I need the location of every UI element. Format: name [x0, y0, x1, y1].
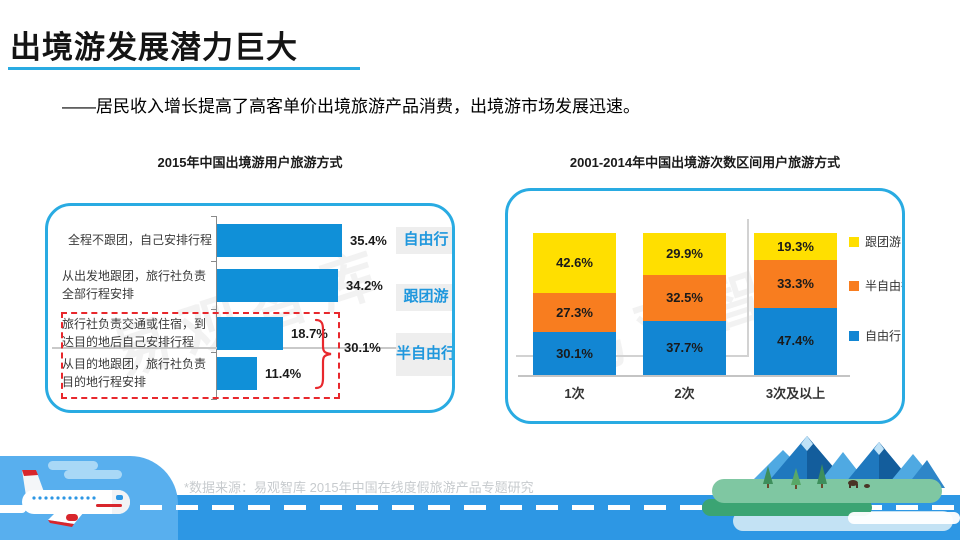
bar-category-text: 旅行社负责交通或住宿，到达目的地后自己安排行程 — [62, 317, 207, 349]
stack-segment-自由行 — [533, 332, 616, 375]
stack-segment-跟团游 — [533, 233, 616, 294]
x-category-label: 3次及以上 — [765, 386, 826, 401]
legend-item: 跟团游 — [849, 233, 901, 250]
stack-segment-半自由行 — [643, 275, 726, 322]
semi-free-highlight-box — [61, 312, 340, 399]
group-label-semi-free: 半自由行 — [396, 333, 452, 376]
bar-category-label: 从目的地跟团，旅行社负责目的地行程安排 — [62, 355, 212, 392]
legend-swatch — [849, 330, 859, 341]
stack-value-label: 42.6% — [556, 255, 593, 270]
stack-value-label: 27.3% — [556, 305, 593, 320]
group-label-tour: 跟团游 — [396, 284, 452, 311]
bar-category-label: 全程不跟团，自己安排行程 — [62, 222, 212, 259]
bar-value-label: 35.4% — [350, 233, 387, 248]
airplane-icon — [22, 470, 130, 527]
stack-value-label: 30.1% — [556, 346, 593, 361]
bar-category-text: 从目的地跟团，旅行社负责目的地行程安排 — [62, 357, 207, 389]
stack-value-label: 33.3% — [777, 276, 814, 291]
stack-segment-跟团游 — [643, 232, 726, 276]
bar — [217, 317, 283, 350]
semi-free-total-label: 30.1% — [344, 340, 381, 355]
right-chart-title: 2001-2014年中国出境游次数区间用户旅游方式 — [569, 155, 841, 170]
y-axis-line — [216, 216, 217, 400]
stack-segment-自由行 — [754, 307, 837, 375]
island-base — [702, 499, 872, 516]
axis-tick — [211, 399, 216, 400]
flight-dashed-line — [140, 505, 960, 510]
x-category-label: 2次 — [674, 386, 695, 401]
left-chart-panel: 易观智库 全程不跟团，自己安排行程 35.4% 从出发地跟团，旅行社负责全部行程安排… — [45, 203, 455, 413]
legend-item: 半自由行 — [849, 277, 902, 294]
cloud-icon — [64, 470, 122, 479]
cloud-icon — [848, 512, 960, 524]
island-platform — [712, 479, 942, 503]
bar-category-text: 全程不跟团，自己安排行程 — [67, 232, 212, 247]
legend-swatch — [849, 236, 859, 247]
left-chart-title: 2015年中国出境游用户旅游方式 — [157, 155, 343, 170]
subtitle: ——居民收入增长提高了高客单价出境旅游产品消费，出境游市场发展迅速。 — [62, 97, 640, 116]
axis-tick — [211, 216, 216, 217]
trees-and-animals-icon — [763, 464, 870, 489]
bar-category-label: 旅行社负责交通或住宿，到达目的地后自己安排行程 — [62, 315, 212, 352]
bar-category-text: 从出发地跟团，旅行社负责全部行程安排 — [62, 269, 207, 301]
cloud-icon — [0, 505, 26, 513]
stack-segment-跟团游 — [754, 233, 837, 261]
stack-segment-自由行 — [643, 321, 726, 375]
right-chart-panel: 易观智库 30.1%27.3%42.6%1次37.7%32.5%29.9%2次4… — [505, 188, 905, 424]
stack-value-label: 47.4% — [777, 333, 814, 348]
page-title: 出境游发展潜力巨大 — [10, 30, 298, 65]
stack-segment-半自由行 — [754, 260, 837, 308]
group-label-free: 自由行 — [396, 227, 452, 254]
bar-value-label: 18.7% — [291, 326, 328, 341]
stack-segment-半自由行 — [533, 293, 616, 333]
bar — [217, 357, 257, 390]
axis-tick — [211, 261, 216, 262]
legend-item: 自由行 — [849, 327, 901, 344]
gridline-vertical — [747, 219, 749, 357]
bar — [217, 224, 342, 257]
axis-tick — [211, 309, 216, 310]
legend-swatch — [849, 280, 859, 291]
cloud-icon — [48, 461, 98, 470]
gridline — [516, 355, 748, 357]
stack-value-label: 37.7% — [666, 340, 703, 355]
data-source-footnote: *数据来源：易观智库 2015年中国在线度假旅游产品专题研究 — [184, 480, 534, 495]
stack-value-label: 29.9% — [666, 246, 703, 261]
bar-category-label: 从出发地跟团，旅行社负责全部行程安排 — [62, 267, 212, 304]
bar-value-label: 34.2% — [346, 278, 383, 293]
x-category-label: 1次 — [564, 386, 585, 401]
bar-value-label: 11.4% — [265, 366, 302, 381]
stack-value-label: 32.5% — [666, 290, 703, 305]
title-underline — [8, 67, 360, 70]
axis-tick — [211, 352, 216, 353]
legend-label: 自由行 — [865, 329, 902, 343]
bar — [217, 269, 338, 302]
legend-label: 半自由行 — [865, 279, 902, 293]
legend-label: 跟团游 — [865, 235, 902, 249]
stack-value-label: 19.3% — [777, 239, 814, 254]
red-brace — [314, 318, 332, 390]
x-axis-line — [518, 375, 850, 377]
